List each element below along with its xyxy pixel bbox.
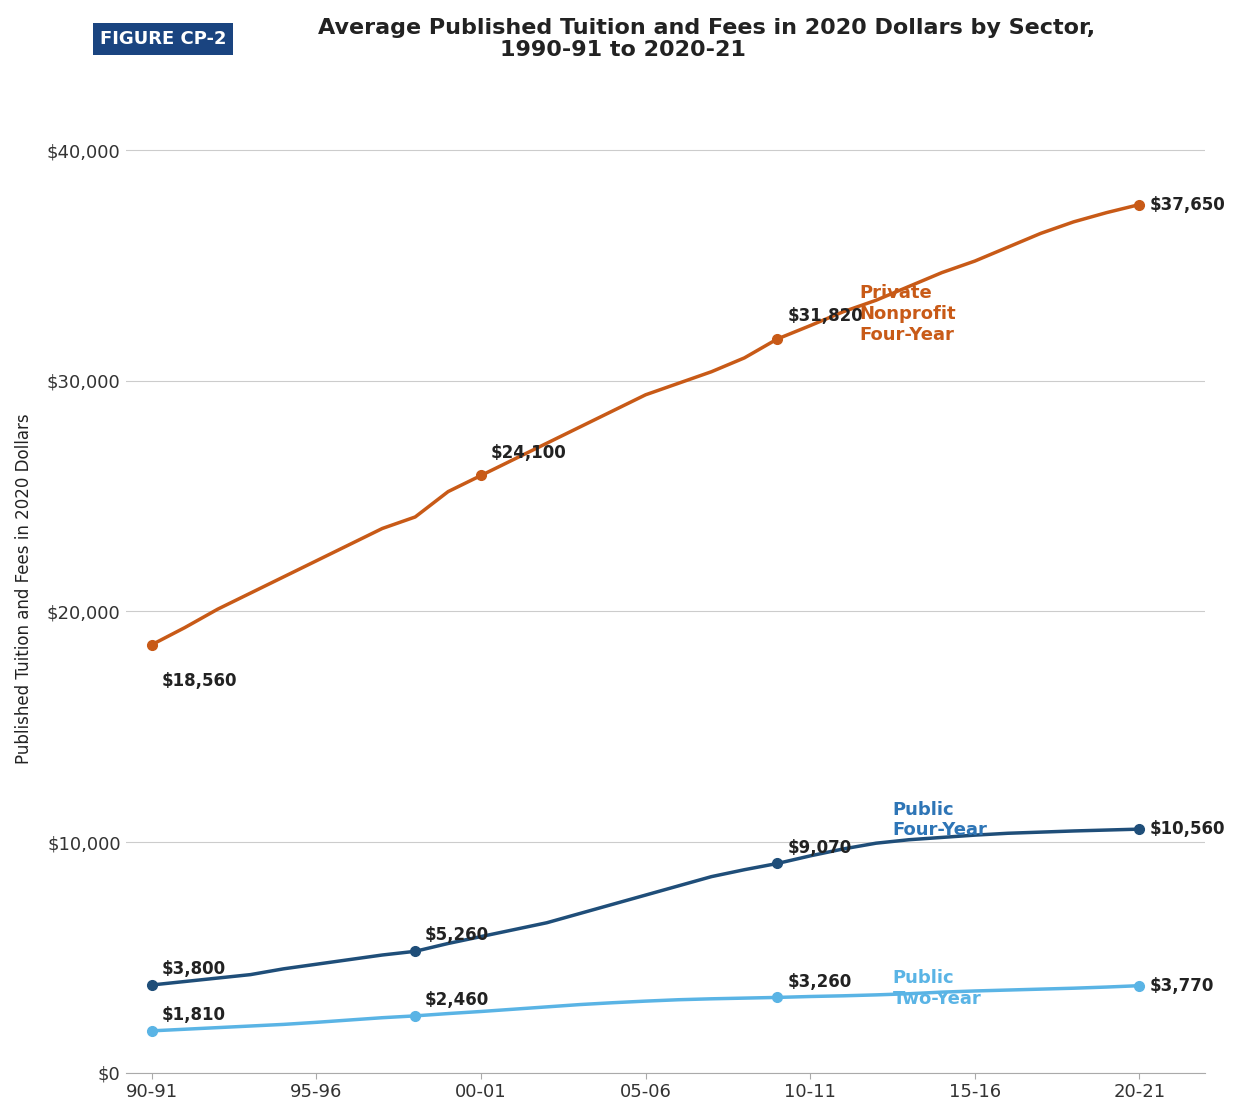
Text: $3,260: $3,260 (787, 972, 851, 991)
Text: $9,070: $9,070 (787, 838, 851, 857)
Text: $24,100: $24,100 (491, 444, 567, 462)
Text: $5,260: $5,260 (425, 926, 490, 944)
Text: FIGURE CP-2: FIGURE CP-2 (100, 30, 227, 48)
Y-axis label: Published Tuition and Fees in 2020 Dollars: Published Tuition and Fees in 2020 Dolla… (15, 413, 32, 763)
Text: 1990-91 to 2020-21: 1990-91 to 2020-21 (500, 40, 746, 60)
Text: Public
Four-Year: Public Four-Year (892, 800, 987, 839)
Text: $18,560: $18,560 (162, 672, 237, 691)
Text: $3,770: $3,770 (1149, 976, 1214, 994)
Text: $2,460: $2,460 (425, 991, 490, 1009)
Text: Public
Two-Year: Public Two-Year (892, 969, 982, 1008)
Text: $37,650: $37,650 (1149, 195, 1225, 213)
Text: Average Published Tuition and Fees in 2020 Dollars by Sector,: Average Published Tuition and Fees in 20… (318, 18, 1095, 38)
Text: Private
Nonprofit
Four-Year: Private Nonprofit Four-Year (860, 285, 956, 344)
Text: $10,560: $10,560 (1149, 820, 1225, 838)
Text: $3,800: $3,800 (162, 960, 226, 978)
Text: $1,810: $1,810 (162, 1006, 226, 1024)
Text: $31,820: $31,820 (787, 307, 863, 325)
